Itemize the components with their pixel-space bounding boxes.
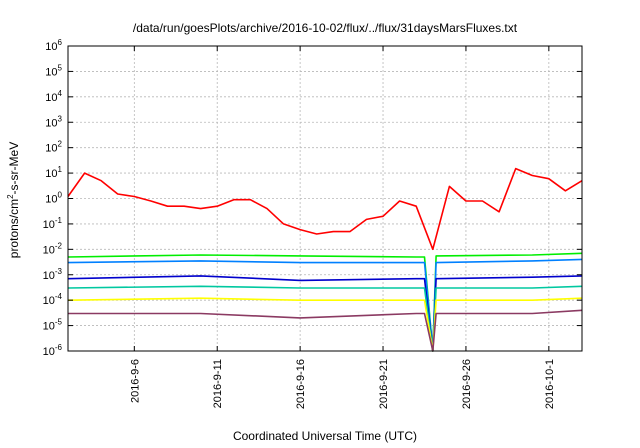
y-tick-label-exponent: 5 [58,63,63,72]
y-tick-label: 10-3 [43,267,63,282]
y-tick-label-base: 10 [45,41,57,53]
y-tick-label: 102 [45,140,62,155]
y-tick-label-base: 10 [43,321,55,333]
y-tick-label-exponent: -5 [55,318,63,327]
y-tick-label-exponent: -3 [55,267,63,276]
x-axis-title: Coordinated Universal Time (UTC) [233,429,417,443]
series-line-3 [67,275,583,352]
series-line-6 [68,309,583,352]
y-tick-label-exponent: -6 [55,343,63,352]
y-tick-label-base: 10 [43,346,55,358]
x-tick-label: 2016-9-11 [212,359,224,408]
y-tick-label-base: 10 [43,295,55,307]
y-tick-label-exponent: 3 [58,114,63,123]
y-tick-label-base: 10 [45,194,57,206]
y-axis-title-prefix: protons/cm [7,199,21,258]
y-tick-label-exponent: -1 [55,216,63,225]
y-tick-label: 106 [45,38,62,53]
y-axis-title-sup: 2 [6,194,15,199]
x-tick-label: 2016-10-1 [544,359,556,409]
x-tick-label: 2016-9-26 [461,359,473,409]
y-tick-label-exponent: 2 [58,140,63,149]
y-tick-label-base: 10 [45,66,57,78]
series-layer [67,167,583,352]
series-line-0 [67,167,583,251]
y-tick-label-base: 10 [45,143,57,155]
y-axis: 10-610-510-410-310-210-11001011021031041… [43,38,582,358]
chart-title: /data/run/goesPlots/archive/2016-10-02/f… [133,21,518,35]
x-tick-label: 2016-9-6 [129,359,141,403]
series-line-4 [67,285,583,352]
y-tick-label: 10-1 [43,216,63,231]
y-tick-label-base: 10 [43,219,55,231]
y-tick-label-base: 10 [43,244,55,256]
y-tick-label: 100 [45,191,62,206]
x-axis: 2016-9-6 2016-9-11 2016-9-16 2016-9-21 2016-… [129,46,556,409]
y-tick-label-base: 10 [45,92,57,104]
y-tick-label: 104 [45,89,62,104]
x-tick-label: 2016-9-21 [378,359,390,409]
y-tick-label-base: 10 [43,270,55,282]
series-line-1 [67,252,583,352]
y-tick-label-exponent: -2 [55,241,63,250]
y-tick-label-exponent: 0 [58,191,63,200]
y-tick-label: 10-2 [43,241,63,256]
y-axis-title: protons/cm2-s-sr-MeV [6,142,21,258]
y-tick-label: 101 [45,165,62,180]
y-tick-label-base: 10 [45,117,57,129]
y-tick-label: 10-5 [43,318,63,333]
y-tick-label-base: 10 [45,168,57,180]
y-tick-label: 10-6 [43,343,63,358]
y-tick-label: 105 [45,63,62,78]
y-tick-label: 103 [45,114,62,129]
y-axis-title-suffix: -s-sr-MeV [7,142,21,195]
series-line-2 [67,258,583,352]
y-tick-label: 10-4 [43,292,63,307]
y-tick-label-exponent: 1 [58,165,63,174]
x-tick-label: 2016-9-16 [295,359,307,409]
y-tick-label-exponent: 4 [58,89,63,98]
series-line-5 [67,297,583,352]
y-tick-label-exponent: 6 [58,38,63,47]
y-tick-label-exponent: -4 [55,292,63,301]
